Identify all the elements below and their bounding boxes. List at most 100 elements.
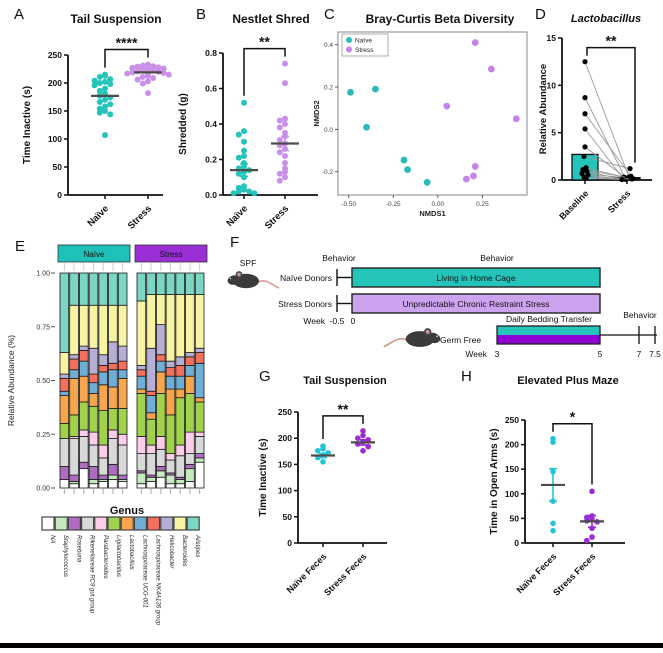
x-tick-label: -0.50 bbox=[341, 201, 356, 208]
data-point bbox=[347, 88, 354, 96]
data-point bbox=[584, 537, 590, 544]
data-point bbox=[365, 436, 372, 443]
panel-c-letter: C bbox=[324, 6, 335, 23]
legend-swatch bbox=[107, 516, 121, 531]
stack-segment bbox=[59, 395, 70, 424]
data-point bbox=[282, 168, 288, 175]
data-point bbox=[550, 439, 556, 445]
y-tick-label: 0.6 bbox=[205, 84, 217, 94]
stack-segment bbox=[194, 461, 205, 489]
data-point bbox=[129, 64, 136, 71]
legend-swatch bbox=[147, 516, 161, 531]
panelB-graphics: 0.0 0.2 0.4 0.6 0.8 Shredded (g) Naïve Stress ** bbox=[178, 34, 318, 232]
stack-segment bbox=[79, 435, 89, 463]
stack-segment bbox=[146, 412, 156, 420]
x-axis-label: Genus bbox=[110, 505, 144, 517]
stack-segment bbox=[98, 410, 108, 446]
data-points-group1 bbox=[230, 99, 258, 197]
data-point bbox=[582, 111, 588, 117]
data-point bbox=[96, 87, 103, 94]
y-tick-label: 15 bbox=[547, 33, 557, 43]
data-point bbox=[241, 128, 247, 135]
legend-swatch bbox=[67, 516, 82, 531]
data-point bbox=[363, 123, 370, 131]
stack-segment bbox=[136, 453, 147, 472]
legend-label: Naïve bbox=[355, 38, 372, 45]
y-tick-label: 0.0 bbox=[324, 127, 333, 134]
panelE-graphics: 0.00 0.25 0.50 0.75 1.00 Relative Abundance (… bbox=[6, 244, 208, 626]
stack-segment bbox=[108, 362, 118, 371]
stack-segment bbox=[185, 294, 195, 353]
stack-segment bbox=[146, 453, 156, 476]
data-point bbox=[276, 136, 283, 143]
legend-box bbox=[341, 33, 389, 57]
timeline-bar-label: Unpredictable Chronic Restraint Stress bbox=[403, 299, 550, 309]
stack-segment bbox=[117, 481, 128, 489]
panel-g-letter: G bbox=[259, 368, 271, 385]
data-point bbox=[619, 176, 625, 183]
significance-bracket bbox=[552, 422, 593, 485]
data-point bbox=[251, 190, 258, 197]
legend-label: Staphylococcus bbox=[62, 535, 68, 577]
timeline-bar bbox=[351, 267, 601, 288]
data-point bbox=[282, 60, 288, 67]
y-axis-label: NMDS2 bbox=[312, 100, 321, 126]
data-point bbox=[145, 66, 151, 72]
y-tick-label: 50 bbox=[510, 513, 520, 523]
stack-segment bbox=[69, 272, 79, 306]
legend-swatch bbox=[80, 516, 95, 531]
data-point bbox=[372, 85, 379, 93]
stack-segment bbox=[108, 341, 118, 364]
stack-segment bbox=[185, 392, 195, 433]
data-point bbox=[139, 80, 146, 87]
stack-segment bbox=[175, 272, 185, 295]
data-point bbox=[582, 126, 588, 132]
stack-segment bbox=[98, 444, 108, 459]
stack-segment bbox=[165, 360, 176, 368]
stack-segment bbox=[59, 272, 70, 353]
stack-segment bbox=[117, 369, 128, 379]
x-tick-label: -0.25 bbox=[386, 201, 401, 208]
stack-segment bbox=[146, 347, 156, 392]
stack-segment bbox=[175, 478, 185, 485]
stack-segment bbox=[156, 392, 166, 437]
data-point bbox=[96, 73, 103, 80]
y-tick-label: 100 bbox=[48, 134, 62, 144]
pair-line bbox=[582, 169, 634, 180]
timeline-row-label: Naïve Donors bbox=[280, 273, 332, 283]
bedding-transfer-label: Daily Bedding Transfer bbox=[506, 314, 592, 324]
stack-segment bbox=[165, 483, 176, 489]
stack-segment bbox=[185, 453, 195, 465]
stack-segment bbox=[88, 466, 99, 480]
stack-segment bbox=[98, 474, 108, 480]
pair-line bbox=[584, 128, 624, 179]
stack-segment bbox=[117, 272, 128, 306]
data-point bbox=[360, 428, 366, 434]
data-point bbox=[282, 152, 288, 159]
week-tick-label: 5 bbox=[598, 349, 603, 359]
legend-label: Stress bbox=[355, 47, 374, 54]
x-category-label: Stress Feces bbox=[322, 551, 368, 597]
data-point bbox=[102, 96, 108, 103]
stack-segment bbox=[108, 369, 118, 388]
stack-segment bbox=[79, 375, 89, 403]
stack-segment bbox=[185, 272, 195, 295]
panel-g-title: Tail Suspension bbox=[303, 375, 387, 387]
y-tick-label: 10 bbox=[547, 80, 557, 90]
stack-segment bbox=[136, 472, 147, 485]
figure-bottom-border bbox=[0, 643, 663, 648]
panelF-graphics: SPF Behavior Behavior Naïve Donors Living in… bbox=[227, 253, 661, 359]
stack-segment bbox=[185, 356, 195, 366]
stack-segment bbox=[88, 478, 99, 485]
stack-segment bbox=[146, 481, 156, 489]
y-tick-label: 100 bbox=[505, 489, 519, 499]
legend-label: Helicobacter bbox=[168, 535, 174, 569]
stack-segment bbox=[146, 294, 156, 349]
stack-segment bbox=[185, 375, 195, 394]
y-tick-label: 150 bbox=[505, 464, 519, 474]
stack-segment bbox=[117, 474, 128, 480]
significance-stars: ** bbox=[606, 33, 617, 49]
timeline-row-label: Stress Donors bbox=[278, 299, 332, 309]
data-point bbox=[160, 69, 167, 76]
